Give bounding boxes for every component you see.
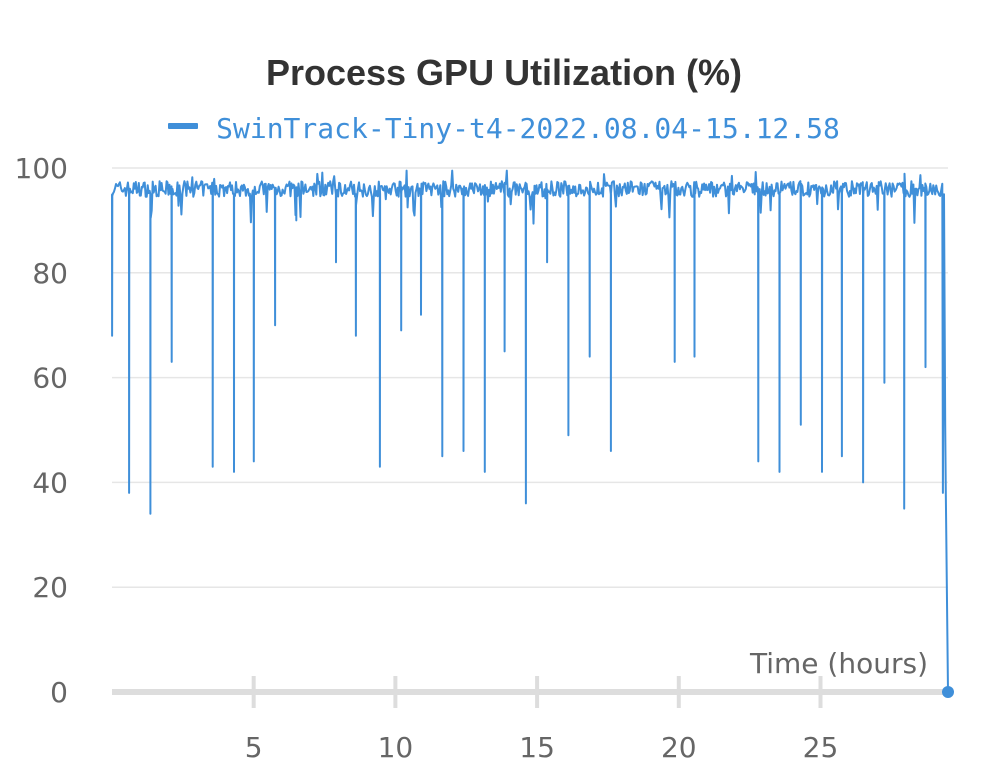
data-point — [693, 356, 695, 358]
series-line — [111, 169, 949, 693]
chart-title: Process GPU Utilization (%) — [265, 52, 743, 93]
data-point — [335, 261, 337, 263]
axis-layer: 0 20 40 60 80 100 5 10 15 20 25 Time (hours) — [15, 152, 928, 764]
data-point — [149, 513, 151, 515]
legend-swatch — [168, 123, 199, 129]
y-tick-label: 0 — [50, 676, 68, 709]
data-point — [355, 335, 357, 337]
data-point — [944, 424, 946, 426]
y-tick-label: 20 — [32, 571, 68, 604]
data-point — [503, 350, 505, 352]
x-tick-label: 10 — [378, 731, 414, 764]
y-tick-label: 100 — [15, 152, 68, 185]
data-point — [757, 460, 759, 462]
data-point — [274, 324, 276, 326]
data-point — [171, 361, 173, 363]
y-tick-label: 40 — [32, 466, 68, 499]
data-point — [441, 455, 443, 457]
data-point — [462, 450, 464, 452]
data-point — [295, 219, 297, 221]
data-point — [420, 314, 422, 316]
y-tick-label: 60 — [32, 362, 68, 395]
grid-layer — [112, 167, 948, 708]
legend-label: SwinTrack-Tiny-t4-2022.08.04-15.12.58 — [216, 112, 840, 145]
data-point — [484, 471, 486, 473]
data-point — [924, 366, 926, 368]
data-point — [233, 471, 235, 473]
series-layer — [111, 169, 954, 698]
data-point — [903, 508, 905, 510]
data-point — [379, 466, 381, 468]
data-point — [589, 356, 591, 358]
legend[interactable]: SwinTrack-Tiny-t4-2022.08.04-15.12.58 — [0, 112, 1008, 145]
data-point — [800, 424, 802, 426]
end-point-marker — [942, 686, 954, 698]
y-tick-label: 80 — [32, 257, 68, 290]
x-tick-label: 25 — [803, 731, 839, 764]
data-point — [400, 329, 402, 331]
data-point — [212, 466, 214, 468]
data-point — [253, 460, 255, 462]
data-point — [674, 361, 676, 363]
data-point — [883, 382, 885, 384]
data-point — [128, 492, 130, 494]
data-point — [567, 434, 569, 436]
data-point — [610, 450, 612, 452]
x-tick-label: 15 — [519, 731, 555, 764]
data-point — [941, 492, 943, 494]
data-point — [111, 335, 113, 337]
data-point — [862, 481, 864, 483]
x-axis-label: Time (hours) — [749, 647, 928, 680]
data-point — [546, 261, 548, 263]
data-point — [821, 471, 823, 473]
x-tick-label: 20 — [661, 731, 697, 764]
data-point — [525, 502, 527, 504]
data-point — [778, 471, 780, 473]
data-point — [841, 455, 843, 457]
x-tick-label: 5 — [245, 731, 263, 764]
